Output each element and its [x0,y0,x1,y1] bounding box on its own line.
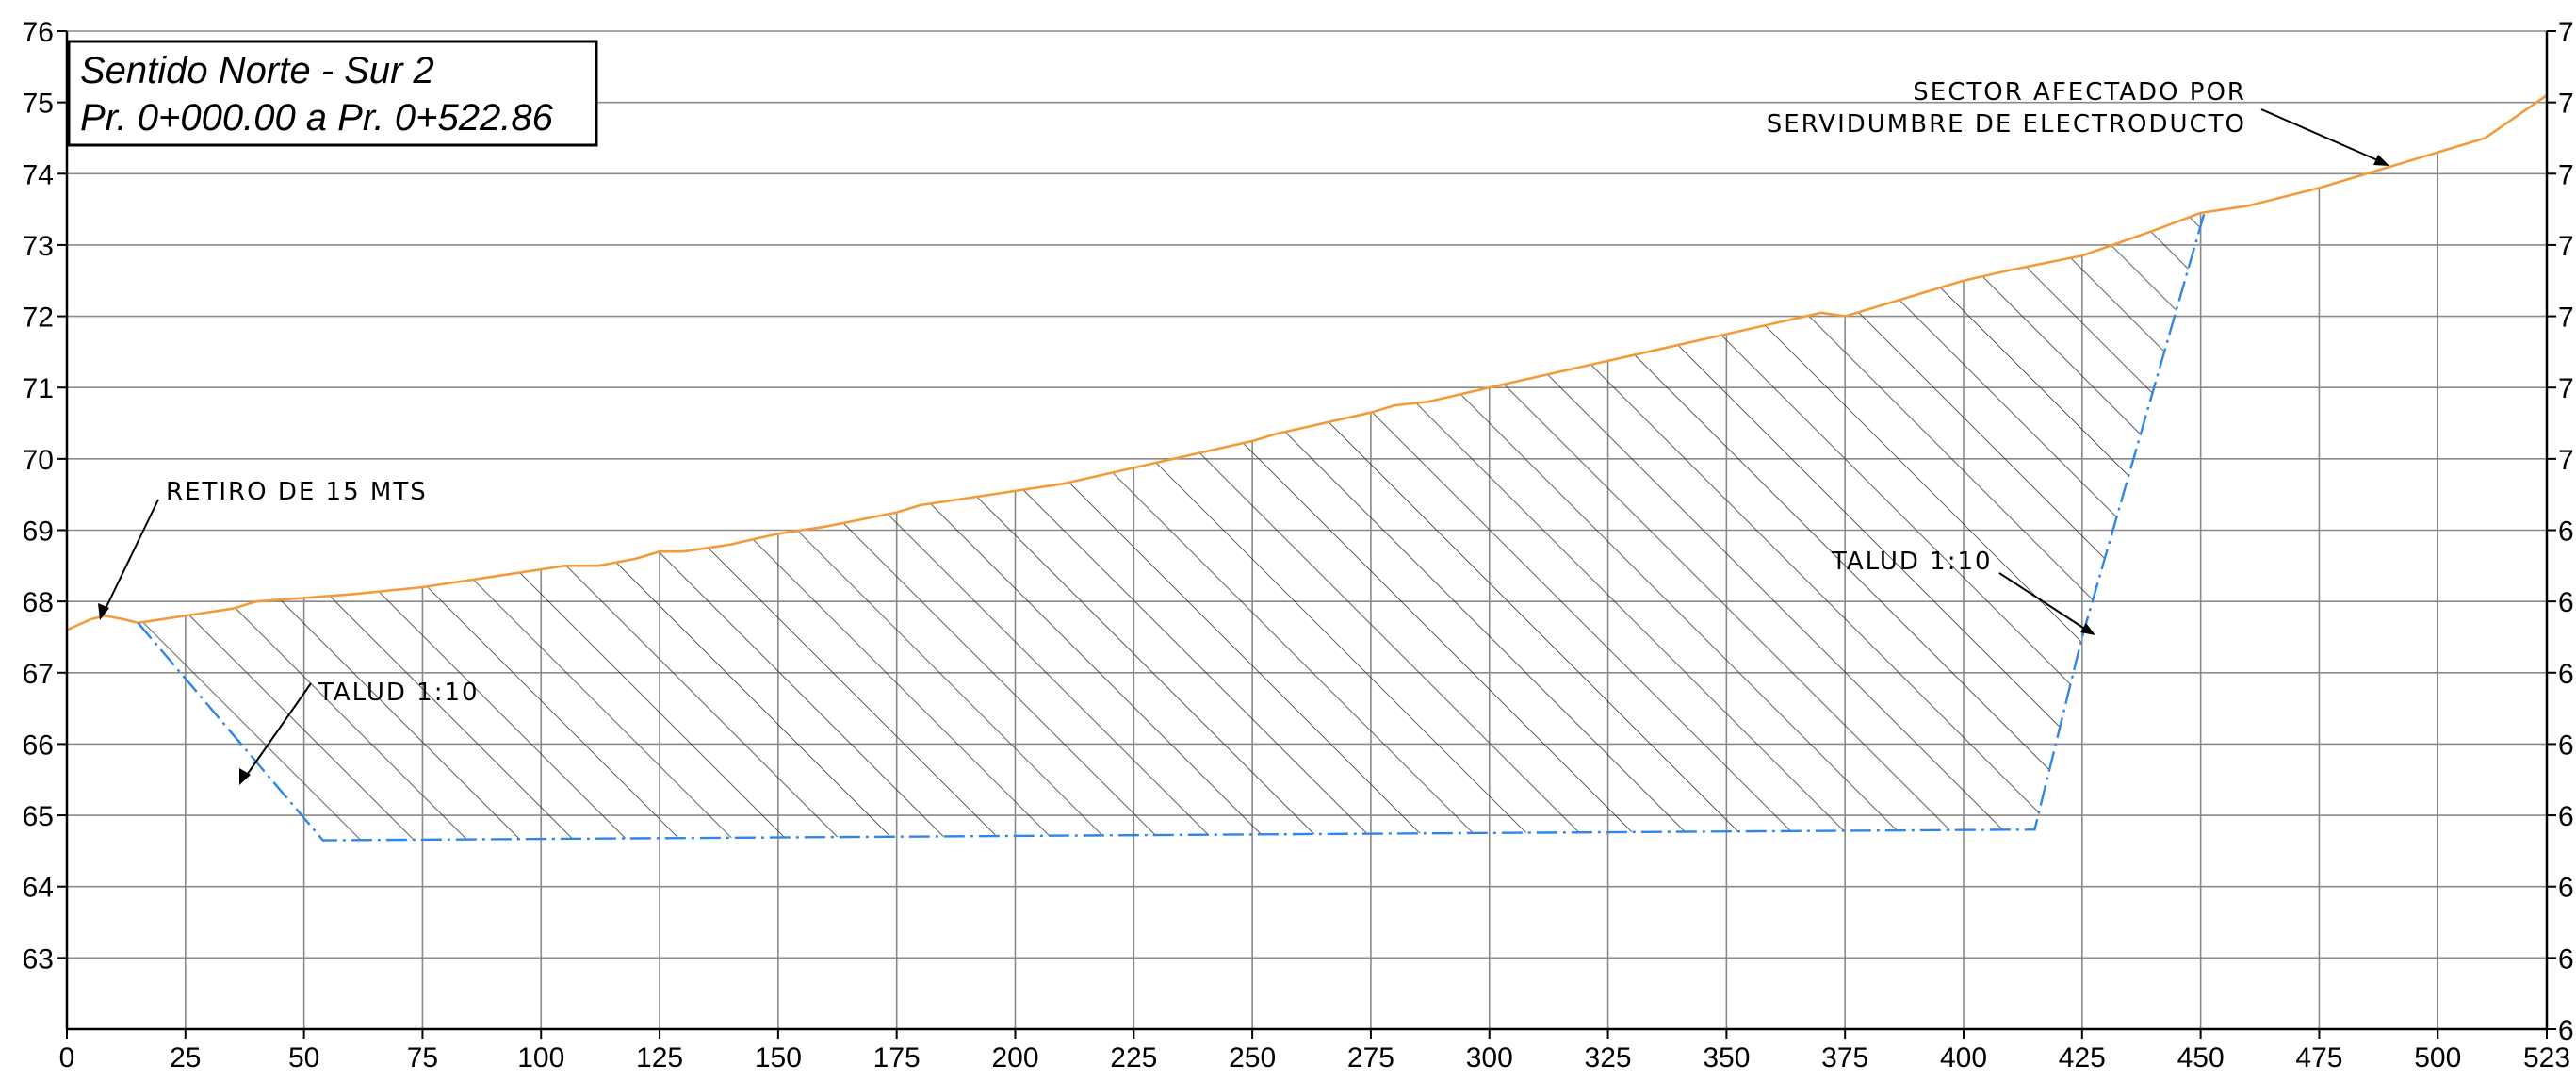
x-tick-label: 475 [2295,1042,2342,1074]
cut-area [138,209,2206,841]
title-box [67,40,598,147]
sector-label-line2: SERVIDUMBRE DE ELECTRODUCTO [1767,110,2246,139]
x-tick-label: 400 [1940,1042,1987,1074]
y-tick-label: 64 [23,873,54,904]
terrain-line [66,94,2548,631]
right-tick-label: 6 [2558,587,2574,618]
talud-left-label: TALUD 1:10 [318,679,480,707]
x-tick-label: 425 [2059,1042,2106,1074]
profile-lines [66,94,2548,842]
right-tick-label: 7 [2558,373,2574,404]
x-tick-label: 200 [991,1042,1038,1074]
x-tick-label: 300 [1466,1042,1513,1074]
retiro-leader [103,499,159,614]
y-tick-label: 75 [23,89,54,120]
x-tick-label: 523 [2523,1042,2570,1074]
y-tick-label: 71 [23,373,54,404]
x-tick-label: 25 [170,1042,201,1074]
y-tick-label: 63 [23,943,54,975]
cut-area-hatch [138,209,2206,841]
right-tick-label: 6 [2558,873,2574,904]
x-tick-label: 500 [2414,1042,2461,1074]
x-tick-label: 225 [1110,1042,1157,1074]
x-tick-label: 450 [2177,1042,2225,1074]
title-line2: Pr. 0+000.00 a Pr. 0+522.86 [80,97,554,139]
x-tick-label: 0 [59,1042,75,1074]
right-tick-label: 7 [2558,303,2574,334]
right-tick-label: 6 [2558,516,2574,548]
excavation-line [137,208,2207,842]
y-tick-label: 69 [23,516,54,548]
x-tick-label: 175 [873,1042,921,1074]
x-tick-label: 325 [1585,1042,1632,1074]
right-tick-label: 7 [2558,445,2574,476]
talud-left-arrowhead [239,768,251,785]
right-tick-label: 7 [2558,159,2574,190]
y-tick-label: 70 [23,445,54,476]
x-tick-label: 250 [1229,1042,1276,1074]
title-line1: Sentido Norte - Sur 2 [80,50,434,91]
right-tick-label: 7 [2558,89,2574,120]
retiro-arrowhead [98,603,109,620]
talud-right-arrowhead [2080,623,2095,635]
x-tick-label: 100 [517,1042,564,1074]
right-tick-label: 7 [2558,231,2574,262]
y-tick-label: 68 [23,587,54,618]
y-tick-label: 74 [23,159,54,190]
right-tick-label: 6 [2558,943,2574,975]
right-tick-label: 6 [2558,730,2574,761]
x-tick-label: 350 [1703,1042,1750,1074]
x-tick-label: 125 [636,1042,683,1074]
axis-ticks: 7675747372717069686766656463777777766666… [23,17,2574,1074]
y-tick-label: 72 [23,303,54,334]
y-tick-label: 67 [23,659,54,690]
x-tick-label: 75 [407,1042,438,1074]
y-tick-label: 76 [23,17,54,48]
y-tick-label: 73 [23,231,54,262]
x-tick-label: 150 [755,1042,802,1074]
annotation-leaders [98,108,2389,785]
sector-label-line1: SECTOR AFECTADO POR [1913,78,2246,107]
talud-left-leader [244,682,312,779]
x-tick-label: 50 [288,1042,319,1074]
talud-right-label: TALUD 1:10 [1831,548,1993,576]
talud-right-leader [1998,572,2087,631]
right-tick-label: 6 [2558,801,2574,832]
retiro-label: RETIRO DE 15 MTS [166,478,428,506]
right-tick-label: 6 [2558,1015,2574,1046]
sector-leader [2260,108,2383,163]
title-block: Sentido Norte - Sur 2 Pr. 0+000.00 a Pr.… [67,40,598,147]
x-tick-label: 375 [1821,1042,1868,1074]
right-tick-label: 7 [2558,17,2574,48]
y-tick-label: 66 [23,730,54,761]
right-tick-label: 6 [2558,659,2574,690]
x-tick-label: 275 [1347,1042,1394,1074]
y-tick-label: 65 [23,801,54,832]
sector-arrowhead [2373,155,2389,166]
